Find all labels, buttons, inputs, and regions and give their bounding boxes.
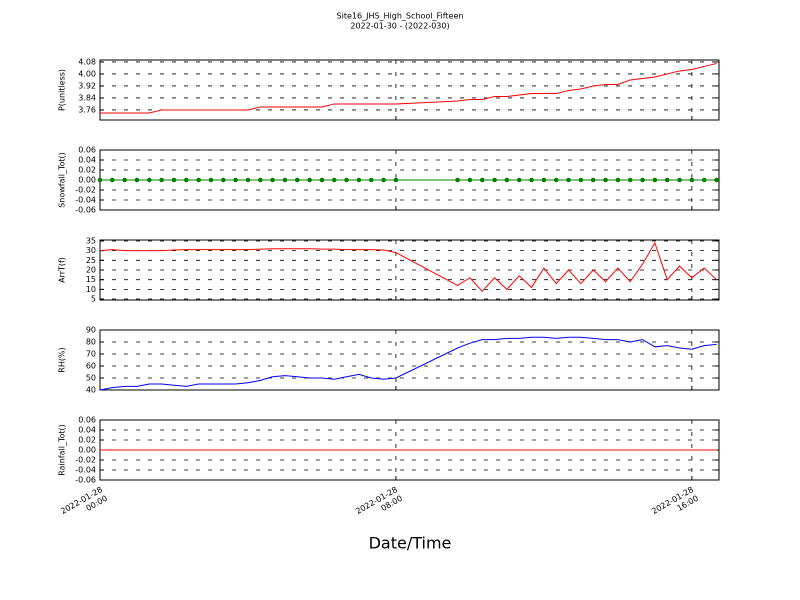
data-point xyxy=(208,177,214,183)
y-tick-label: 25 xyxy=(86,256,96,265)
y-tick-label: 5 xyxy=(91,295,96,304)
y-tick-label: 3.92 xyxy=(78,81,96,90)
data-point xyxy=(270,177,275,183)
y-tick-label: 0.04 xyxy=(78,156,96,165)
data-point xyxy=(578,177,584,183)
data-point xyxy=(492,177,497,183)
data-point xyxy=(479,177,485,183)
data-point xyxy=(368,177,374,183)
panel-frame xyxy=(99,329,720,391)
y-tick-label: 90 xyxy=(86,326,96,335)
data-point xyxy=(455,177,460,183)
data-line xyxy=(99,241,717,293)
data-point xyxy=(541,177,547,183)
y-axis-label: Rainfall_Tot() xyxy=(58,424,67,476)
data-point xyxy=(134,177,140,183)
y-tick-label: 4.08 xyxy=(78,57,96,66)
y-tick-label: -0.06 xyxy=(75,476,96,485)
data-point xyxy=(184,177,189,183)
data-point xyxy=(529,177,534,183)
data-point xyxy=(677,177,682,183)
data-point xyxy=(516,177,522,183)
y-tick-label: 35 xyxy=(86,236,96,245)
data-point xyxy=(257,177,263,183)
y-axis-label: ArrT(f) xyxy=(58,257,67,283)
y-tick-label: 15 xyxy=(86,275,96,284)
y-tick-label: 40 xyxy=(86,386,96,395)
y-tick-label: -0.02 xyxy=(75,186,96,195)
data-point xyxy=(504,177,510,183)
y-tick-label: -0.04 xyxy=(75,196,96,205)
y-tick-label: 0.00 xyxy=(78,446,96,455)
data-point xyxy=(97,177,103,183)
y-tick-label: 80 xyxy=(86,338,96,347)
y-axis-label: P(unitless) xyxy=(58,69,67,111)
y-tick-label: 0.02 xyxy=(78,436,96,445)
data-point xyxy=(159,177,164,183)
y-tick-label: -0.06 xyxy=(75,206,96,215)
y-tick-label: 60 xyxy=(86,362,96,371)
y-tick-label: 10 xyxy=(86,285,96,294)
x-axis-label: Date/Time xyxy=(369,534,452,553)
data-point xyxy=(566,177,571,183)
data-point xyxy=(467,177,473,183)
data-point xyxy=(701,177,707,183)
y-tick-label: 20 xyxy=(86,266,96,275)
y-axis-label: Snowfall_Tot() xyxy=(58,152,67,208)
data-point xyxy=(319,177,325,183)
data-point xyxy=(627,177,633,183)
data-point xyxy=(233,177,238,183)
data-point xyxy=(245,177,251,183)
data-point xyxy=(689,177,695,183)
y-tick-label: 0.06 xyxy=(78,416,96,425)
panel-frame xyxy=(99,59,720,121)
data-point xyxy=(122,177,127,183)
y-tick-label: 0.06 xyxy=(78,146,96,155)
y-tick-label: 0.00 xyxy=(78,176,96,185)
data-point xyxy=(615,177,621,183)
chart-title: Site16_JHS_High_School_Fifteen xyxy=(337,12,464,21)
data-point xyxy=(381,177,386,183)
data-point xyxy=(171,177,177,183)
data-line xyxy=(100,62,717,114)
data-point xyxy=(282,177,288,183)
data-point xyxy=(640,177,645,183)
data-point xyxy=(294,177,300,183)
data-point xyxy=(553,177,559,183)
data-point xyxy=(221,177,226,183)
data-point xyxy=(344,177,349,183)
panel-frame xyxy=(99,239,720,301)
y-tick-label: 0.04 xyxy=(78,426,96,435)
data-point xyxy=(590,177,596,183)
y-tick-label: -0.02 xyxy=(75,456,96,465)
data-point xyxy=(652,177,658,183)
chart-subtitle: 2022-01-30 - (2022-030) xyxy=(350,22,449,31)
data-point xyxy=(196,177,201,183)
y-tick-label: 70 xyxy=(86,350,96,359)
data-point xyxy=(110,177,115,183)
y-tick-label: -0.04 xyxy=(75,466,96,475)
data-point xyxy=(714,177,719,183)
data-point xyxy=(393,177,399,183)
y-tick-label: 50 xyxy=(86,374,96,383)
data-point xyxy=(664,177,670,183)
data-point xyxy=(307,177,312,183)
y-tick-label: 0.02 xyxy=(78,166,96,175)
data-point xyxy=(147,177,152,183)
y-tick-label: 3.84 xyxy=(78,93,96,102)
y-tick-label: 30 xyxy=(86,246,96,255)
y-tick-label: 4.00 xyxy=(78,69,96,78)
data-point xyxy=(356,177,362,183)
data-point xyxy=(603,177,608,183)
y-tick-label: 3.76 xyxy=(78,105,96,114)
data-line xyxy=(99,336,717,391)
y-axis-label: RH(%) xyxy=(58,347,67,372)
data-point xyxy=(331,177,337,183)
